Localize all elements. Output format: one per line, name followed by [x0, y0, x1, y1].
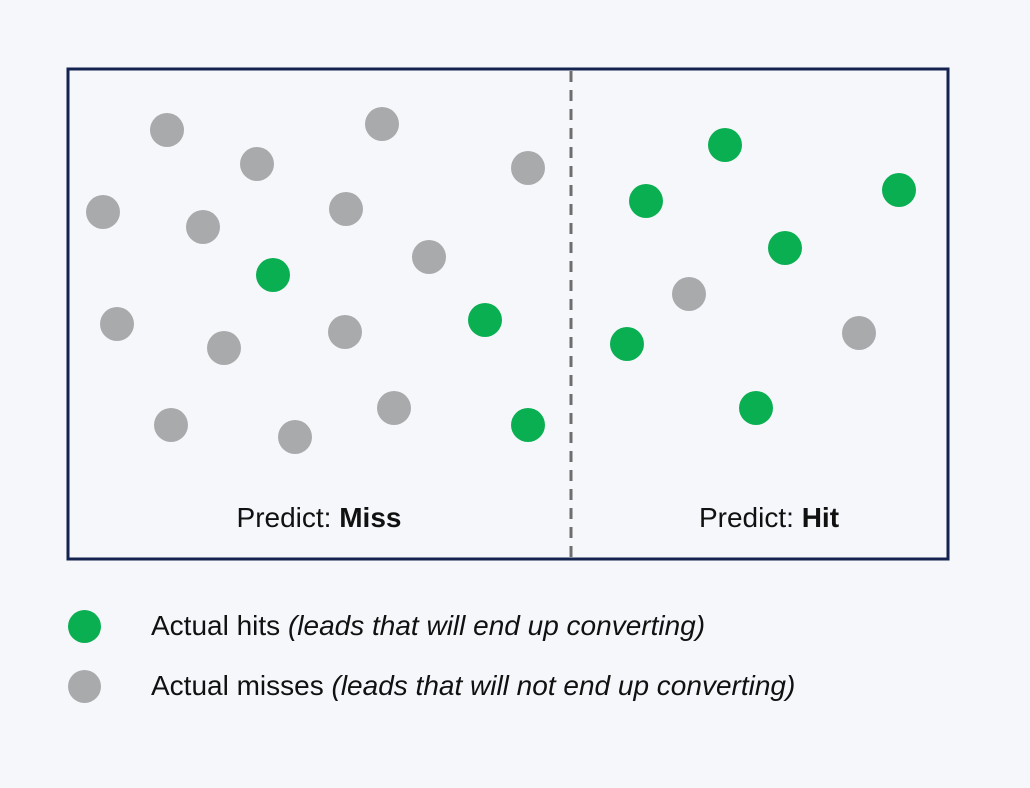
hit-dot-icon — [68, 609, 101, 643]
actual-miss-dot — [154, 408, 188, 442]
legend-note-misses: (leads that will not end up converting) — [331, 670, 796, 701]
actual-miss-dot — [328, 315, 362, 349]
actual-miss-dot — [278, 420, 312, 454]
legend-note-hits: (leads that will end up converting) — [287, 610, 706, 641]
legend-text-hits: Actual hits (leads that will end up conv… — [151, 610, 705, 642]
actual-hit-dot — [256, 258, 290, 292]
actual-hit-dot — [511, 408, 545, 442]
actual-hit-dot — [468, 303, 502, 337]
actual-miss-dot — [511, 151, 545, 185]
actual-hit-dot — [768, 231, 802, 265]
actual-hit-dot — [629, 184, 663, 218]
legend-item-hits: Actual hits (leads that will end up conv… — [68, 609, 705, 643]
region-label-hit-emphasis: Hit — [802, 502, 839, 533]
actual-miss-dot — [842, 316, 876, 350]
actual-hit-dot — [708, 128, 742, 162]
legend-text-misses: Actual misses (leads that will not end u… — [151, 670, 795, 702]
actual-miss-dot — [377, 391, 411, 425]
actual-hit-dot — [739, 391, 773, 425]
actual-hit-dot — [610, 327, 644, 361]
actual-miss-dot — [100, 307, 134, 341]
region-label-hit: Predict: Hit — [699, 502, 839, 533]
region-label-miss-prefix: Predict: — [237, 502, 340, 533]
region-label-miss: Predict: Miss — [237, 502, 402, 533]
actual-miss-dot — [412, 240, 446, 274]
lead-dots — [86, 107, 916, 454]
actual-miss-dot — [329, 192, 363, 226]
actual-miss-dot — [150, 113, 184, 147]
region-label-miss-emphasis: Miss — [339, 502, 401, 533]
actual-miss-dot — [365, 107, 399, 141]
actual-miss-dot — [240, 147, 274, 181]
legend-item-misses: Actual misses (leads that will not end u… — [68, 669, 795, 703]
actual-miss-dot — [86, 195, 120, 229]
diagram-frame — [66, 67, 950, 561]
region-label-hit-prefix: Predict: — [699, 502, 802, 533]
actual-miss-dot — [207, 331, 241, 365]
actual-miss-dot — [186, 210, 220, 244]
legend-label-hits: Actual hits — [151, 610, 288, 641]
miss-dot-icon — [68, 669, 101, 703]
legend-label-misses: Actual misses — [151, 670, 332, 701]
actual-hit-dot — [882, 173, 916, 207]
actual-miss-dot — [672, 277, 706, 311]
